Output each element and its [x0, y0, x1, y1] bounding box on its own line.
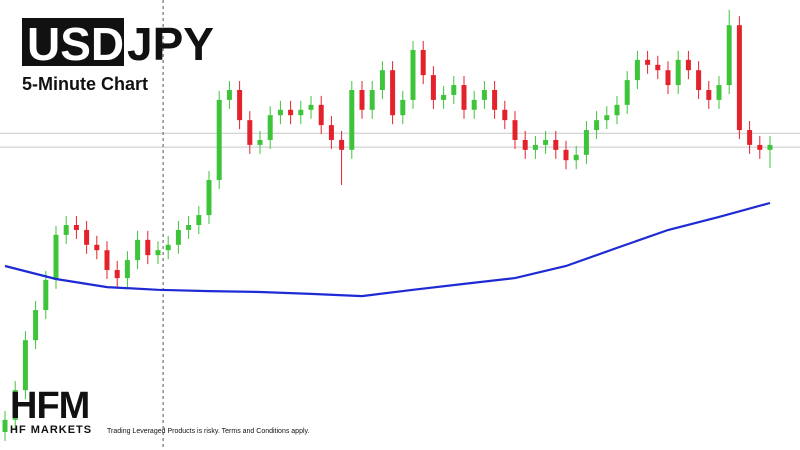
candle-body [43, 279, 49, 311]
candle-body [155, 250, 161, 256]
candle-body [288, 109, 294, 116]
candle-body [359, 90, 365, 110]
candle-body [461, 85, 467, 110]
candle-body [400, 99, 406, 116]
candle-body [604, 115, 610, 121]
candle-body [165, 244, 171, 251]
candle-body [532, 144, 538, 150]
candle-body [63, 225, 69, 235]
candle-body [339, 139, 345, 150]
candle-body [390, 70, 396, 116]
candle-body [237, 90, 243, 121]
candle-body [308, 104, 314, 110]
candle-body [379, 70, 385, 90]
candle-body [645, 59, 651, 65]
candle-body [328, 125, 334, 140]
candle-body [53, 234, 59, 280]
candle-body [665, 70, 671, 86]
candle-body [216, 99, 222, 180]
disclaimer: Trading Leveraged Products is risky. Ter… [107, 428, 310, 435]
moving-average-line [4, 201, 771, 298]
candle-body [471, 99, 477, 110]
candle-body [2, 419, 8, 432]
candle-body [553, 139, 559, 150]
candle-body [12, 390, 18, 420]
title-box [22, 18, 124, 66]
candle-body [522, 139, 528, 150]
candle-body [492, 90, 498, 110]
candle-body [726, 25, 732, 86]
candle-body [594, 120, 600, 131]
candle-body [257, 139, 263, 145]
candle-body [614, 104, 620, 116]
candle-body [543, 139, 549, 145]
candle-body [675, 59, 681, 86]
candle-body [22, 340, 28, 391]
candle-body [298, 109, 304, 116]
logo-caption: HF MARKETS [10, 424, 92, 436]
candle-body [624, 80, 630, 105]
candle-body [481, 90, 487, 100]
candle-body [451, 85, 457, 95]
candle-body [441, 94, 447, 100]
candle-body [349, 90, 355, 150]
candle-body [104, 250, 110, 270]
candle-body [73, 225, 79, 230]
candle-body [196, 215, 202, 225]
candle-body [247, 120, 253, 145]
candle-body [226, 90, 232, 100]
candle-body [634, 59, 640, 81]
candle-body [716, 85, 722, 100]
chart-subtitle: 5-Minute Chart [22, 74, 148, 94]
candle-body [430, 75, 436, 100]
candle-body [767, 144, 773, 150]
candle-body [563, 149, 569, 161]
candle-body [573, 154, 579, 161]
candle-body [124, 260, 130, 279]
candle-body [135, 239, 141, 261]
candle-body [175, 229, 181, 245]
candle-body [84, 229, 90, 245]
candle-body [583, 130, 589, 155]
candle-body [757, 144, 763, 150]
title-box-text: USD [27, 18, 124, 70]
chart-title: JPY [127, 18, 214, 70]
candle-body [685, 59, 691, 71]
candle-body [206, 180, 212, 216]
candle-body [420, 49, 426, 76]
logo: HFM [10, 385, 89, 427]
candle-body [655, 64, 661, 71]
candle-body [94, 244, 100, 251]
candle-body [186, 225, 192, 230]
candle-body [369, 90, 375, 110]
candle-body [145, 239, 151, 256]
candle-body [747, 130, 753, 145]
candle-body [267, 115, 273, 140]
candle-body [502, 109, 508, 121]
candle-body [33, 310, 39, 341]
candle-body [736, 25, 742, 131]
candle-body [696, 70, 702, 90]
candle-body [410, 49, 416, 100]
candle-body [277, 109, 283, 116]
candle-body [512, 120, 518, 140]
candle-body [114, 270, 120, 279]
candle-body [706, 90, 712, 100]
candle-body [318, 104, 324, 126]
